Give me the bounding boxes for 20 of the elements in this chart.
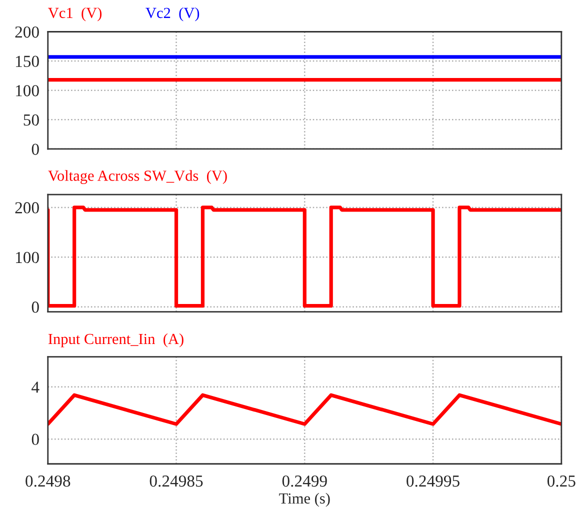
x-tick-label: 0.24985 bbox=[150, 475, 203, 487]
y-tick-label: 0 bbox=[32, 144, 39, 155]
y-tick-label: 0 bbox=[32, 434, 39, 446]
x-tick-label: 0.2498 bbox=[26, 475, 70, 487]
x-tick-label: 0.2499 bbox=[282, 475, 327, 487]
x-axis-title: Time (s) bbox=[279, 492, 330, 507]
y-tick-label: 100 bbox=[16, 252, 39, 264]
y-tick-label: 100 bbox=[16, 85, 39, 96]
x-tick-label: 0.25 bbox=[547, 475, 576, 487]
text: Vc2 (V) bbox=[146, 7, 200, 22]
text: Input Current_Iin (A) bbox=[48, 333, 184, 348]
x-tick-label: 0.24995 bbox=[406, 475, 460, 487]
y-tick-label: 50 bbox=[24, 114, 39, 126]
y-tick-label: 200 bbox=[15, 202, 39, 214]
y-tick-label: 150 bbox=[16, 56, 39, 68]
y-tick-label: 200 bbox=[15, 26, 39, 38]
y-tick-label: 0 bbox=[32, 302, 39, 313]
y-tick-label: 4 bbox=[32, 382, 40, 393]
text: Vc1 (V) bbox=[48, 7, 102, 22]
series-label: Voltage Across SW_Vds (V) bbox=[48, 170, 227, 184]
